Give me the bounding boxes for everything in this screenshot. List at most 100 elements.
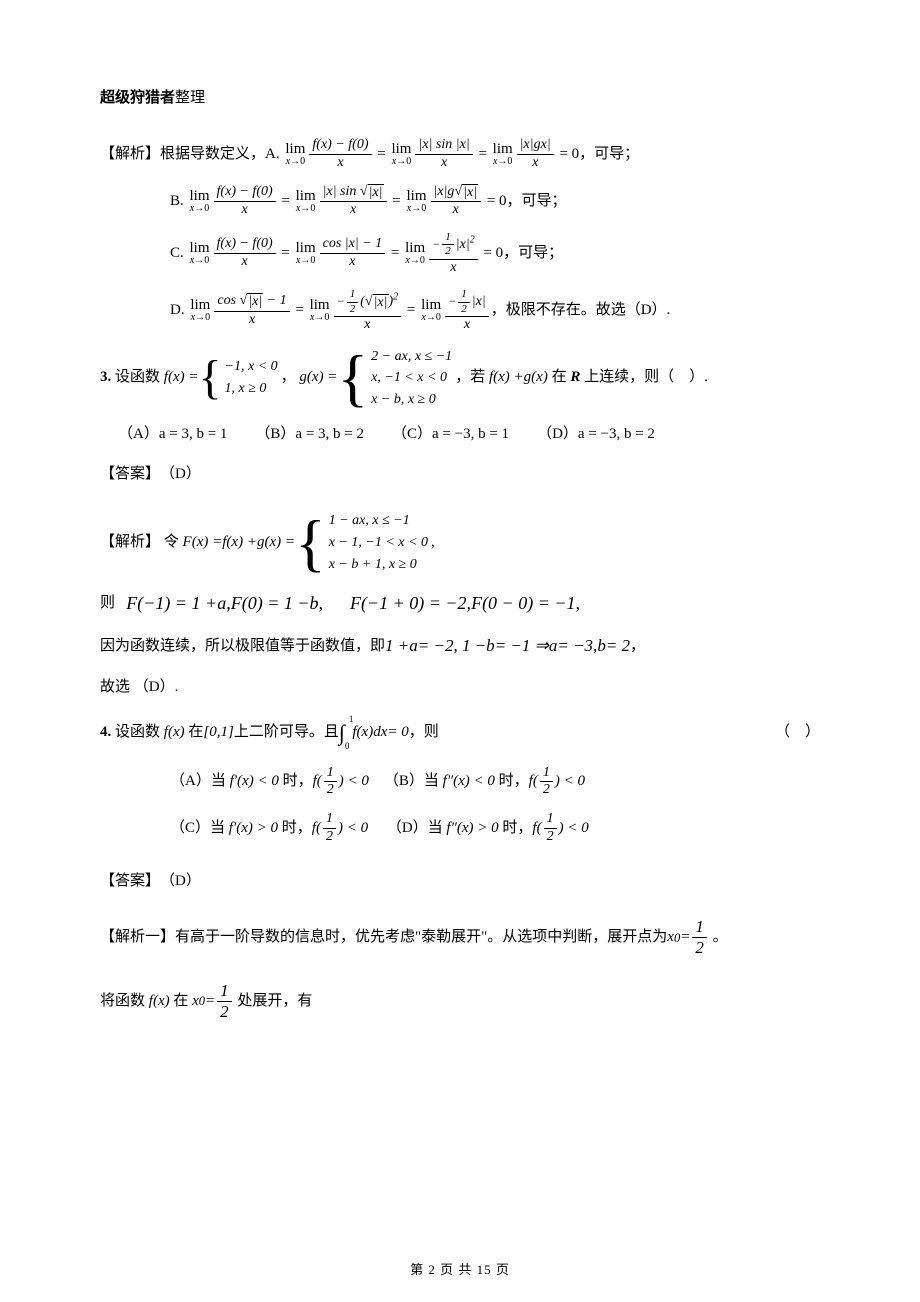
q4-interval: [0,1] (203, 719, 233, 746)
opt-c-label: C. (170, 240, 184, 267)
opt-d-label: D. (170, 297, 185, 324)
analysis-d-line: D. limx→0 cos √|x| − 1x = limx→0 −12(√|x… (100, 288, 820, 333)
q4-optC-pre: （C）当 (170, 815, 225, 842)
q4-when-a: 时， (283, 768, 313, 795)
q4-analysis-text: 有高于一阶导数的信息时，优先考虑"泰勒展开"。从选项中判断，展开点为 (175, 924, 667, 951)
q3-conclusion-line2: 故选 （D）. (100, 674, 820, 701)
q4-when-c: 时， (282, 815, 312, 842)
analysis-b-line: B. limx→0 f(x) − f(0)x = limx→0 |x| sin … (100, 184, 820, 220)
q4-expand-1: 将函数 (100, 988, 145, 1015)
q4-analysis-label: 【解析一】 (100, 924, 175, 951)
q3-conc-math: 1 + a = −2, 1 − b = −1 ⇒ a = −3, b = 2 (385, 631, 630, 662)
q3-sol-prefix: 令 (164, 529, 179, 556)
q3-F-case3: x − b + 1, x ≥ 0 (326, 554, 431, 576)
q4-optD-cond: f″(x) > 0 (443, 815, 503, 842)
q4-period: 。 (713, 924, 728, 951)
c-tail: ，可导； (503, 240, 563, 267)
q4-answer-line: 【答案】 （D） (100, 868, 820, 895)
q4-text3: 上二阶可导。且 (234, 719, 339, 746)
q3-F-case1: 1 − ax, x ≤ −1 (326, 510, 431, 532)
q3-then-label: 则 (100, 590, 115, 617)
q4-expand-2: 在 (173, 988, 188, 1015)
q3-then-line: 则 F(−1) = 1 + a, F(0) = 1 − b, F(−1 + 0)… (100, 587, 820, 619)
q4-when-d: 时， (502, 815, 532, 842)
q4-optC-cond: f′(x) > 0 (225, 815, 282, 842)
a-tail: ，可导； (579, 141, 639, 168)
q3-F-case2: x − 1, −1 < x < 0 (326, 532, 431, 554)
q3-F-def: F(x) = f(x) + g(x) = { 1 − ax, x ≤ −1 x … (179, 510, 435, 575)
q4-expand-fx: f(x) (145, 988, 173, 1015)
q3-sol-F: 【解析】 令 F(x) = f(x) + g(x) = { 1 − ax, x … (100, 510, 820, 575)
analysis-c-line: C. limx→0 f(x) − f(0)x = limx→0 cos |x| … (100, 231, 820, 276)
q4-half-d: f(12) < 0 (532, 811, 588, 846)
math-c: limx→0 f(x) − f(0)x = limx→0 cos |x| − 1… (184, 231, 503, 276)
q3-g-case2: x, −1 < x < 0 (368, 367, 455, 389)
q3-opt-b: （B）a = 3, b = 2 (255, 422, 364, 443)
q3-opt-c: （C）a = −3, b = 1 (392, 422, 509, 443)
q4-optA-pre: （A）当 (170, 768, 226, 795)
q4-options-row2: （C）当 f′(x) > 0 时， f(12) < 0 （D）当 f″(x) >… (100, 811, 820, 846)
q4-paren: （ ） (775, 719, 820, 746)
q3-conc3: 故选 （D）. (100, 674, 178, 701)
q4-answer: （D） (160, 868, 201, 895)
q4-optB-pre: （B）当 (384, 768, 439, 795)
answer-label-2: 【答案】 (100, 868, 160, 895)
q3-f-case2: 1, x ≥ 0 (222, 378, 281, 400)
q3-text3: 在 (552, 364, 567, 391)
q4-optD-pre: （D）当 (387, 815, 443, 842)
q4-analysis-line: 【解析一】 有高于一阶导数的信息时，优先考虑"泰勒展开"。从选项中判断，展开点为… (100, 917, 820, 959)
q3-number: 3. (100, 364, 111, 391)
page-footer: 第 2 页 共 15 页 (0, 1259, 920, 1278)
q3-text2: ，若 (455, 364, 485, 391)
q4-half-b: f(12) < 0 (529, 765, 585, 800)
q4-statement: 4. 设函数 f(x) 在 [0,1] 上二阶可导。且 ∫01 f(x)dx =… (100, 713, 820, 753)
q3-answer-line: 【答案】 （D） (100, 461, 820, 488)
q3-statement: 3. 设函数 f(x) = { −1, x < 0 1, x ≥ 0 ， g(x… (100, 346, 820, 411)
page-number: 第 2 页 共 15 页 (410, 1262, 510, 1277)
opt-a-label: A. (265, 141, 280, 168)
q4-half-a: f(12) < 0 (313, 765, 369, 800)
q4-optA-cond: f′(x) < 0 (226, 768, 283, 795)
q3-opt-a: （A）a = 3, b = 1 (118, 422, 227, 443)
q4-when-b: 时， (499, 768, 529, 795)
q4-integral: ∫01 f(x)dx = 0 (339, 713, 409, 753)
q3-conc1: 因为函数连续，所以极限值等于函数值，即 (100, 633, 385, 660)
b-tail: ，可导； (507, 188, 567, 215)
q4-half-c: f(12) < 0 (312, 811, 368, 846)
q4-text2: 在 (188, 719, 203, 746)
q3-g-case1: 2 − ax, x ≤ −1 (368, 346, 455, 368)
q3-text1: 设函数 (115, 364, 160, 391)
math-b: limx→0 f(x) − f(0)x = limx→0 |x| sin √|x… (184, 184, 507, 220)
analysis-label: 【解析】 (100, 141, 160, 168)
d-tail: ，极限不存在。故选（D）. (491, 297, 671, 324)
q3-text4: 上连续，则（ ）. (584, 364, 708, 391)
q4-text4: ，则 (409, 719, 439, 746)
q3-conclusion-line: 因为函数连续，所以极限值等于函数值，即 1 + a = −2, 1 − b = … (100, 631, 820, 662)
q3-answer: （D） (160, 461, 201, 488)
q4-options-row1: （A）当 f′(x) < 0 时， f(12) < 0 （B）当 f″(x) <… (100, 765, 820, 800)
q4-expand-x0: x0 = 12 (188, 981, 237, 1023)
math-d: limx→0 cos √|x| − 1x = limx→0 −12(√|x|)2… (185, 288, 491, 333)
q4-expand-line: 将函数 f(x) 在 x0 = 12 处展开，有 (100, 981, 820, 1023)
q4-optB-cond: f″(x) < 0 (439, 768, 499, 795)
page-header: 超级狩猎者整理 (100, 86, 820, 107)
q3-combined: f(x) + g(x) (485, 364, 551, 391)
opt-b-label: B. (170, 188, 184, 215)
math-a: limx→0 f(x) − f(0)x = limx→0 |x| sin |x|… (280, 137, 580, 172)
q4-text1: 设函数 (115, 719, 160, 746)
header-bold: 超级狩猎者 (100, 90, 175, 106)
q4-fx: f(x) (160, 719, 188, 746)
analysis-intro: 根据导数定义， (160, 141, 265, 168)
q3-opt-d: （D）a = −3, b = 2 (537, 422, 655, 443)
q3-options: （A）a = 3, b = 1 （B）a = 3, b = 2 （C）a = −… (118, 422, 820, 443)
q3-then-values: F(−1) = 1 + a, F(0) = 1 − b, F(−1 + 0) =… (126, 587, 580, 619)
q4-x0: x0 = 12 (667, 917, 709, 959)
q3-f-def: f(x) = { −1, x < 0 1, x ≥ 0 ， g(x) = { 2… (160, 346, 455, 411)
q4-number: 4. (100, 719, 111, 746)
q3-f-case1: −1, x < 0 (222, 356, 281, 378)
analysis-a-line: 【解析】 根据导数定义， A. limx→0 f(x) − f(0)x = li… (100, 137, 820, 172)
q4-expand-3: 处展开，有 (237, 988, 312, 1015)
q3-conc2: ， (630, 633, 645, 660)
header-plain: 整理 (175, 90, 205, 106)
q3-g-case3: x − b, x ≥ 0 (368, 389, 455, 411)
